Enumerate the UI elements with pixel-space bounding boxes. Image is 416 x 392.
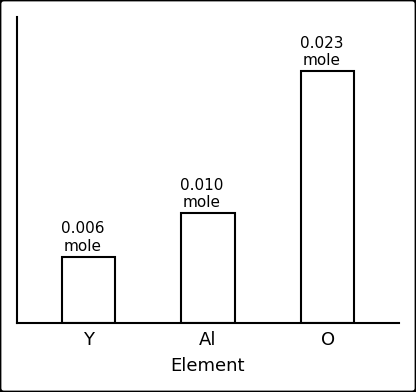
- Bar: [301, 71, 354, 323]
- Text: 0.023
mole: 0.023 mole: [300, 36, 343, 68]
- Text: 0.006
mole: 0.006 mole: [61, 221, 104, 254]
- Bar: [181, 213, 235, 323]
- Bar: [62, 257, 115, 323]
- X-axis label: Element: Element: [171, 358, 245, 375]
- Text: 0.010
mole: 0.010 mole: [180, 178, 224, 210]
